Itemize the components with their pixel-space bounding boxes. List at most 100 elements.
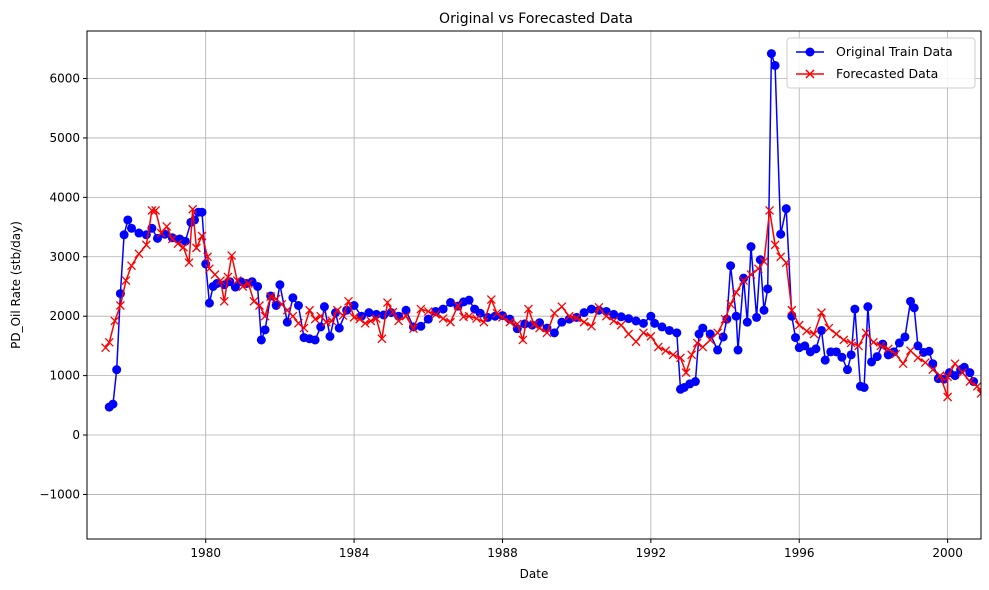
data-point-original [781,204,791,214]
data-point-forecast [787,305,797,315]
legend-label-forecast: Forecasted Data [836,66,938,81]
data-point-forecast [705,335,715,345]
data-point-original [924,346,934,356]
data-point-original [664,325,674,335]
data-point-original [423,314,433,324]
data-point-original [739,273,749,283]
data-point-original [763,284,773,294]
x-tick-label: 1992 [636,546,667,560]
data-point-forecast [943,372,953,382]
y-tick-label: 1000 [49,369,80,383]
data-point-forecast [616,320,626,330]
data-point-forecast [518,335,528,345]
data-point-forecast [104,337,114,347]
data-point-original [319,302,329,312]
data-point-original [657,322,667,332]
data-point-forecast [255,301,264,310]
data-point-original [527,320,537,330]
data-point-original [816,325,826,335]
data-point-original [842,365,852,375]
data-point-forecast [661,346,671,356]
data-point-forecast [950,359,960,369]
data-point-original [894,338,904,348]
data-point-forecast [377,334,387,344]
data-point-forecast [913,353,923,363]
data-point-forecast [846,338,856,348]
data-point-forecast [965,377,975,387]
data-point-original [180,236,190,246]
data-point-forecast [809,329,819,339]
data-point-forecast [587,321,596,331]
data-point-forecast [770,240,780,250]
data-point-original [906,296,916,306]
data-point-forecast [535,323,545,333]
data-point-forecast [486,295,496,305]
data-point-forecast [794,320,804,330]
y-axis-label: PD_Oil Rate (stb/day) [9,221,23,349]
data-point-forecast [898,359,908,369]
data-point-original [230,282,240,292]
data-point-forecast [416,304,426,314]
data-point-forecast [134,249,144,259]
data-point-original [909,303,919,313]
data-point-original [950,371,960,381]
data-point-forecast [121,276,131,286]
data-point-original [759,305,769,315]
x-axis: 1980 1984 1988 1992 1996 2000 [190,539,963,560]
data-point-forecast [765,205,775,215]
data-point-original [446,298,456,308]
data-point-original [863,302,873,312]
data-point-original [846,350,856,360]
data-point-forecast [243,279,253,288]
data-point-forecast [327,316,337,326]
legend: Original Train Data Forecasted Data [786,37,976,89]
data-point-original [586,304,596,314]
data-point-original [616,312,626,322]
data-point-forecast [360,318,370,328]
data-point-forecast [401,311,411,321]
data-point-original [650,318,660,328]
data-point-forecast [609,316,619,326]
data-point-forecast [147,205,157,215]
data-point-original [900,332,910,342]
data-point-forecast [431,309,441,319]
data-point-forecast [464,311,474,321]
data-point-forecast [839,335,849,345]
data-point-forecast [631,337,641,347]
data-point-forecast [394,316,404,326]
data-point-original [325,331,335,341]
data-point-original [752,312,762,322]
data-point-original [260,325,270,335]
x-tick-label: 2000 [932,546,963,560]
data-point-forecast [957,368,967,378]
data-point-forecast [366,316,376,326]
data-point-forecast [388,307,398,317]
data-point-original [438,304,448,314]
legend-marker-forecast [805,69,815,79]
data-point-original [690,377,700,387]
data-point-original [349,300,359,310]
data-point-original [497,311,507,321]
data-point-forecast [529,320,539,329]
data-point-original [549,328,559,338]
data-point-forecast [151,205,161,215]
x-axis-label: Date [520,567,549,581]
data-point-forecast [101,343,111,353]
x-tick-label: 1984 [339,546,370,560]
data-point-forecast [876,341,886,351]
data-point-original [766,49,776,59]
data-point-forecast [505,317,515,327]
data-point-original [134,228,144,238]
data-point-forecast [216,276,226,286]
data-point-forecast [238,282,248,291]
data-point-original [811,344,821,354]
y-tick-label: 0 [72,428,80,442]
data-point-original [579,308,589,318]
data-point-forecast [676,353,685,363]
data-point-forecast [203,252,213,262]
data-point-original [364,308,374,318]
data-point-forecast [564,311,574,321]
data-point-original [197,207,207,217]
data-point-forecast [188,204,198,214]
grid [87,31,981,539]
